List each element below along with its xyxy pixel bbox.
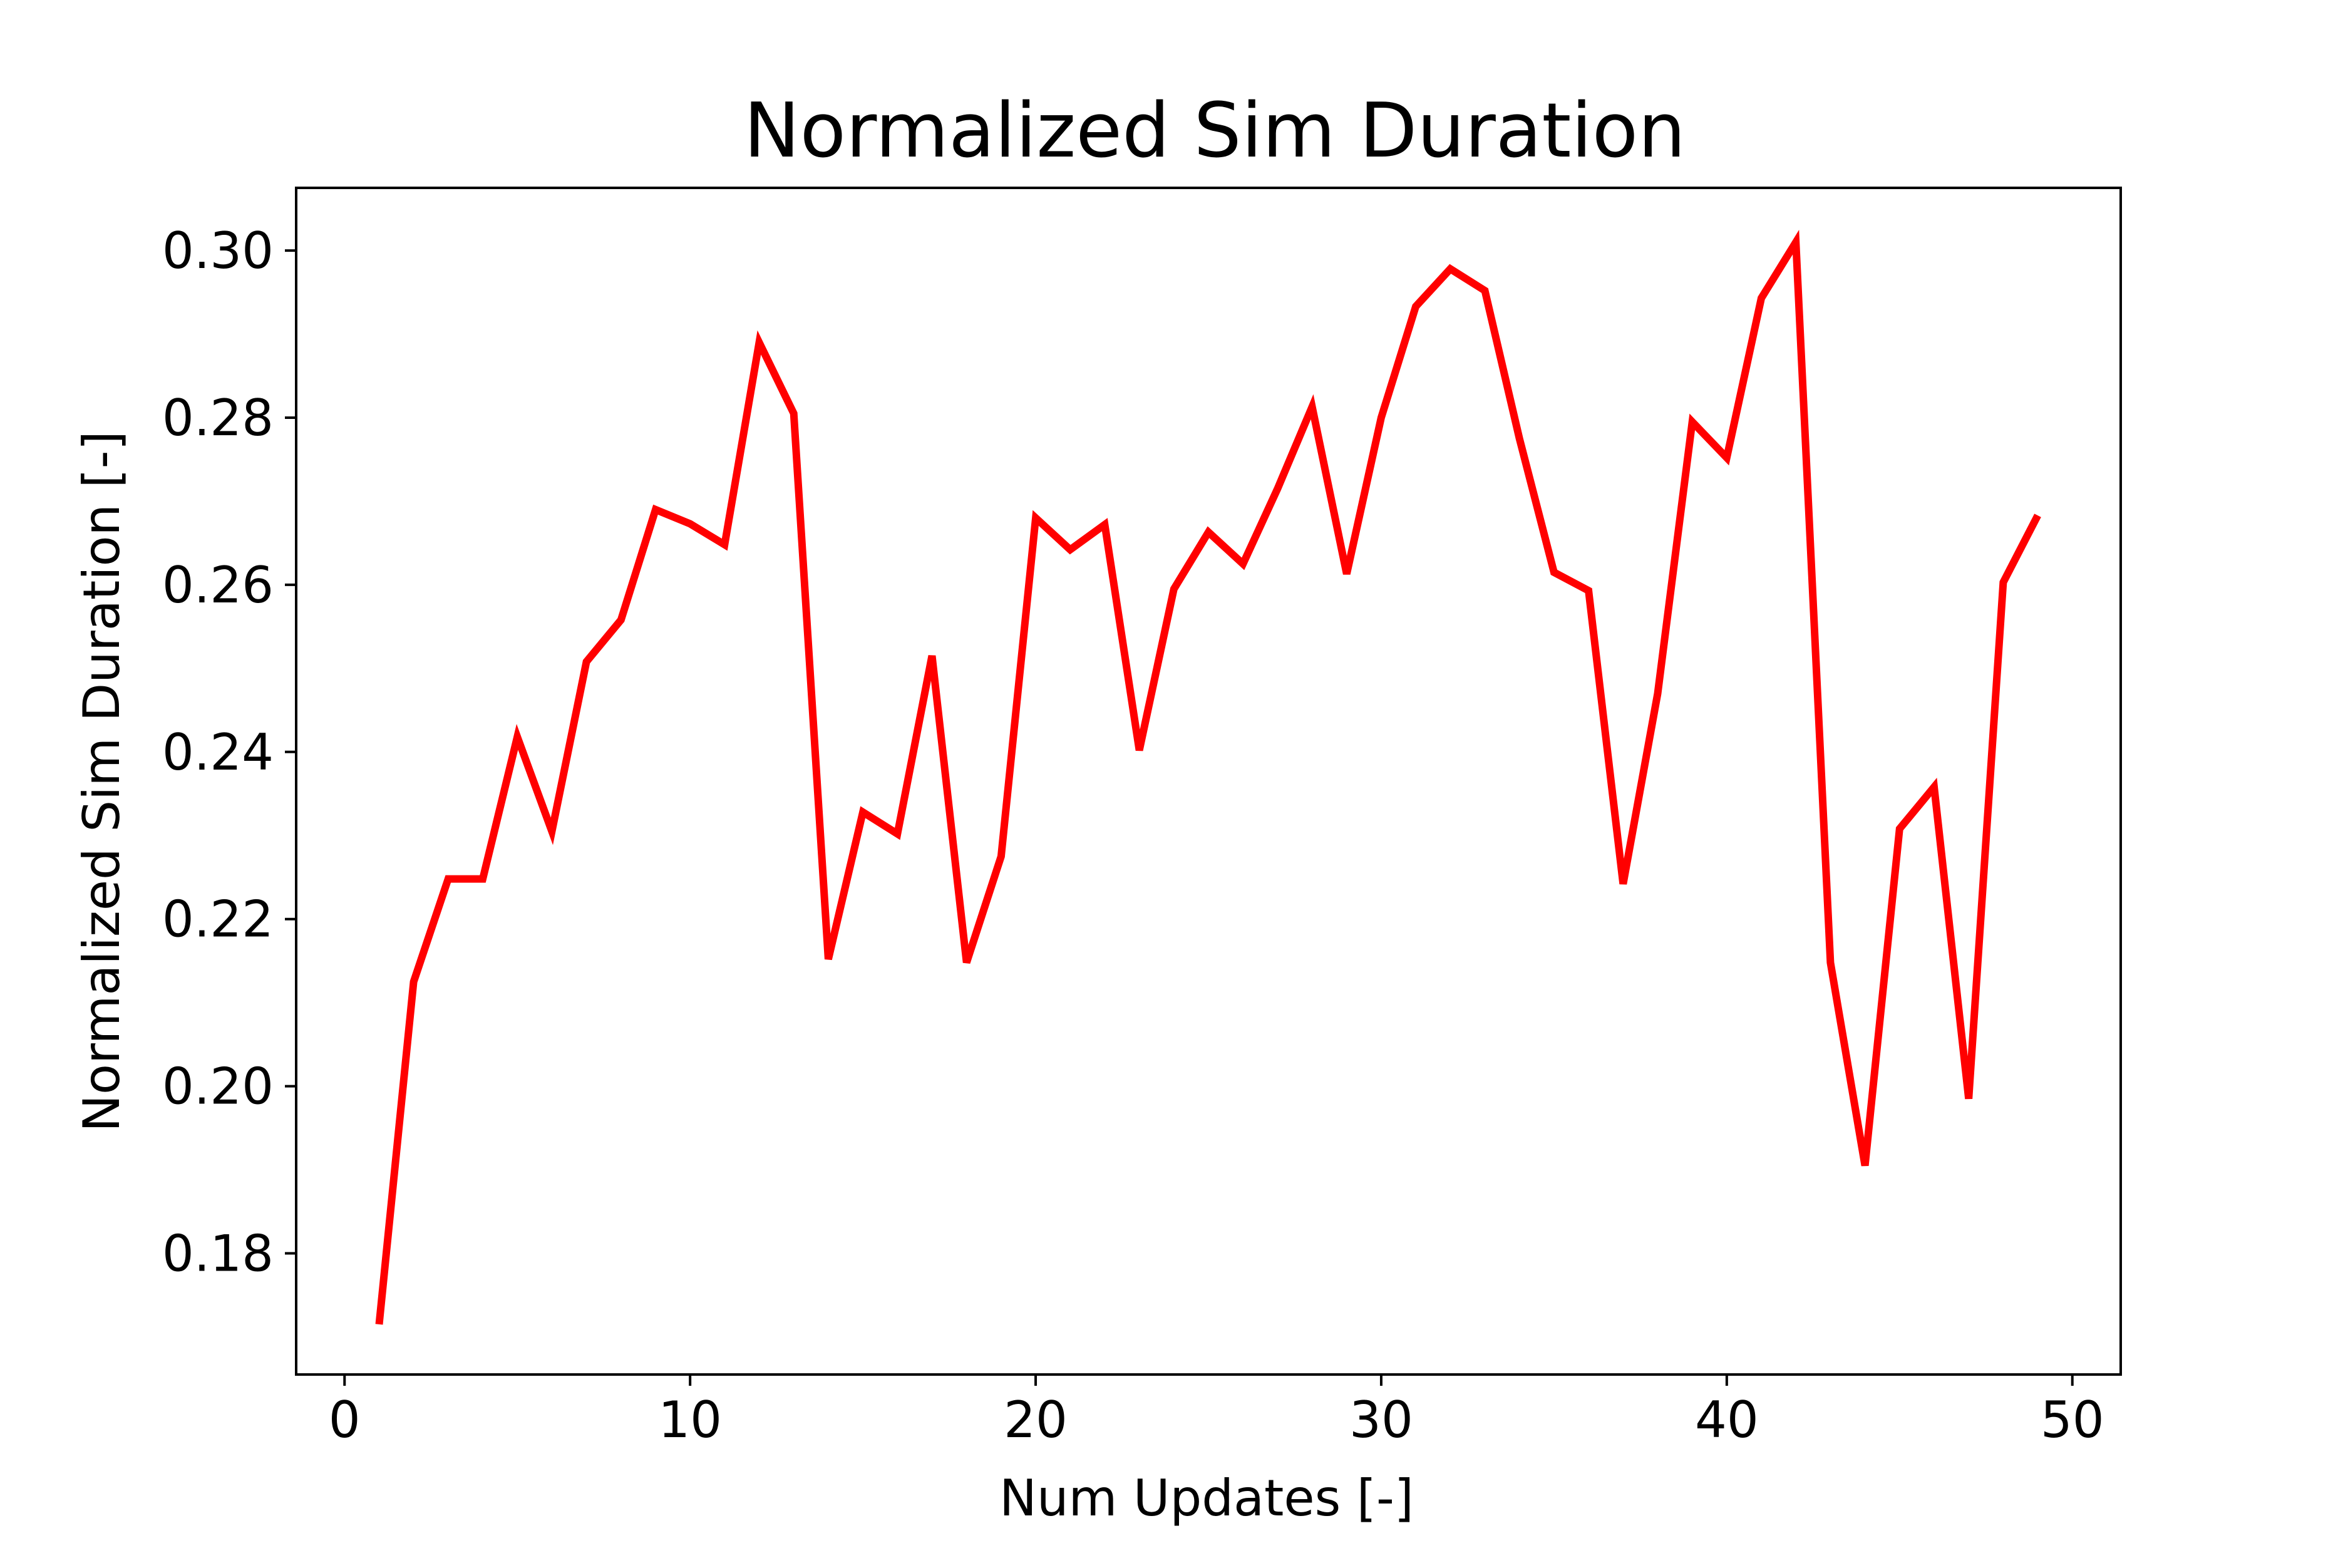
- y-tick-label: 0.20: [162, 1058, 274, 1116]
- plot-area: [295, 187, 2122, 1376]
- x-tick-label: 0: [329, 1391, 361, 1449]
- x-tick-label: 10: [658, 1391, 722, 1449]
- x-tick-label: 40: [1695, 1391, 1759, 1449]
- axis-ticks: 0 10 20 30 40 50 0.18 0.20 0.22 0.24 0.26 0.28 0.30: [162, 222, 2104, 1449]
- chart-title: Normalized Sim Duration: [744, 88, 1686, 175]
- x-tick-label: 30: [1349, 1391, 1413, 1449]
- x-tick-label: 20: [1004, 1391, 1068, 1449]
- y-tick-label: 0.22: [162, 890, 274, 949]
- y-tick-label: 0.26: [162, 556, 274, 614]
- y-tick-label: 0.28: [162, 389, 274, 447]
- x-tick-label: 50: [2041, 1391, 2104, 1449]
- y-tick-label: 0.18: [162, 1224, 274, 1282]
- x-axis-label: Num Updates [-]: [999, 1469, 1414, 1527]
- series-line-0: [375, 230, 2041, 1325]
- y-tick-label: 0.24: [162, 723, 274, 781]
- plot-frame: [295, 187, 2122, 1376]
- y-tick-label: 0.30: [162, 222, 274, 280]
- y-axis-label: Normalized Sim Duration [-]: [73, 431, 131, 1132]
